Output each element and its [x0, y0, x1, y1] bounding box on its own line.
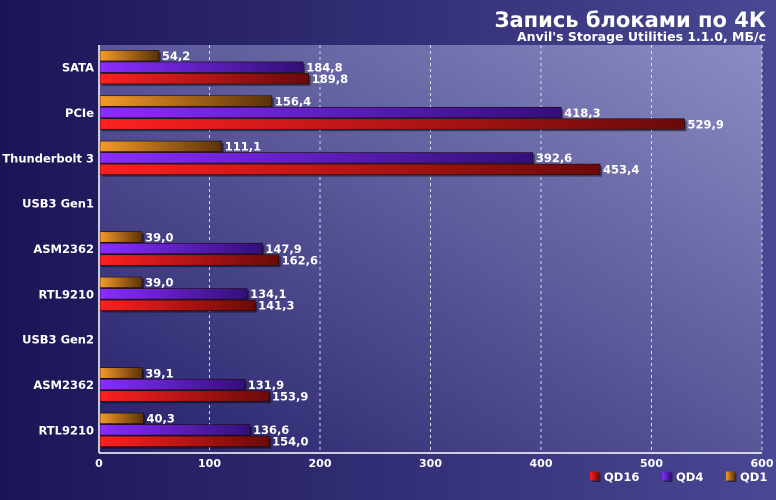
data-label: 529,9 [688, 117, 724, 131]
data-label: 147,9 [265, 242, 301, 256]
data-label: 189,8 [312, 72, 348, 86]
x-tick-label: 400 [530, 457, 553, 470]
bar-qd4 [99, 288, 248, 300]
data-label: 111,1 [225, 140, 261, 154]
bar-qd4 [99, 424, 251, 436]
legend-label: QD4 [676, 470, 703, 484]
data-label: 134,1 [250, 287, 286, 301]
category-label: ASM2362 [33, 378, 94, 392]
data-label: 184,8 [306, 60, 342, 74]
data-label: 153,9 [272, 389, 308, 403]
legend-swatch-qd1 [726, 471, 735, 481]
bar-qd4 [99, 61, 304, 73]
category-label: USB3 Gen1 [22, 197, 94, 211]
bar-qd16 [99, 435, 270, 447]
bar-qd1 [99, 276, 143, 288]
data-label: 131,9 [248, 378, 284, 392]
category-label: Thunderbolt 3 [2, 151, 94, 165]
data-label: 392,6 [536, 151, 572, 165]
x-tick-label: 200 [309, 457, 332, 470]
legend: QD16 QD4 QD1 [590, 470, 767, 484]
bar-qd16 [99, 118, 685, 130]
legend-swatch-qd16 [590, 471, 599, 481]
x-axis-ticks: 0 100 200 300 400 500 600 [95, 457, 774, 470]
bar-qd16 [99, 299, 256, 311]
data-label: 54,2 [162, 49, 190, 63]
bar-qd4 [99, 378, 246, 391]
category-labels: SATA PCIe Thunderbolt 3 USB3 Gen1 ASM2362 RTL… [2, 61, 94, 438]
category-label: RTL9210 [38, 423, 94, 437]
category-label: PCIe [65, 106, 94, 120]
bar-qd4 [99, 152, 534, 164]
x-tick-label: 500 [640, 457, 663, 470]
category-label: SATA [62, 61, 94, 75]
bar-qd4 [99, 106, 562, 119]
data-label: 453,4 [603, 163, 639, 177]
bar-qd16 [99, 254, 279, 266]
data-label: 156,4 [275, 94, 311, 108]
bar-qd1 [99, 412, 144, 424]
x-tick-label: 100 [198, 457, 221, 470]
bar-qd16 [99, 73, 310, 85]
x-tick-label: 0 [95, 457, 103, 470]
legend-label: QD1 [740, 470, 767, 484]
data-label: 39,0 [145, 230, 173, 244]
category-label: ASM2362 [33, 242, 94, 256]
data-label: 154,0 [272, 435, 308, 449]
bar-qd4 [99, 242, 263, 255]
data-label: 141,3 [258, 299, 294, 313]
category-label: USB3 Gen2 [22, 333, 94, 347]
bar-qd1 [99, 367, 143, 379]
category-label: RTL9210 [38, 287, 94, 301]
bar-qd1 [99, 140, 223, 152]
x-tick-label: 600 [751, 457, 774, 470]
data-label: 162,6 [282, 253, 318, 267]
legend-label: QD16 [604, 470, 639, 484]
bar-qd1 [99, 231, 143, 243]
bar-qd1 [99, 50, 160, 62]
data-label: 136,6 [253, 423, 289, 437]
data-label: 418,3 [564, 106, 600, 120]
chart-title: Запись блоками по 4К [495, 8, 766, 32]
legend-swatch-qd4 [662, 471, 671, 481]
chart-subtitle: Anvil's Storage Utilities 1.1.0, МБ/с [517, 29, 766, 44]
x-tick-label: 300 [419, 457, 442, 470]
data-label: 39,1 [145, 366, 173, 380]
bar-qd1 [99, 95, 273, 107]
data-label: 40,3 [147, 412, 175, 426]
bar-qd16 [99, 390, 270, 402]
bar-qd16 [99, 163, 601, 175]
data-label: 39,0 [145, 276, 173, 290]
